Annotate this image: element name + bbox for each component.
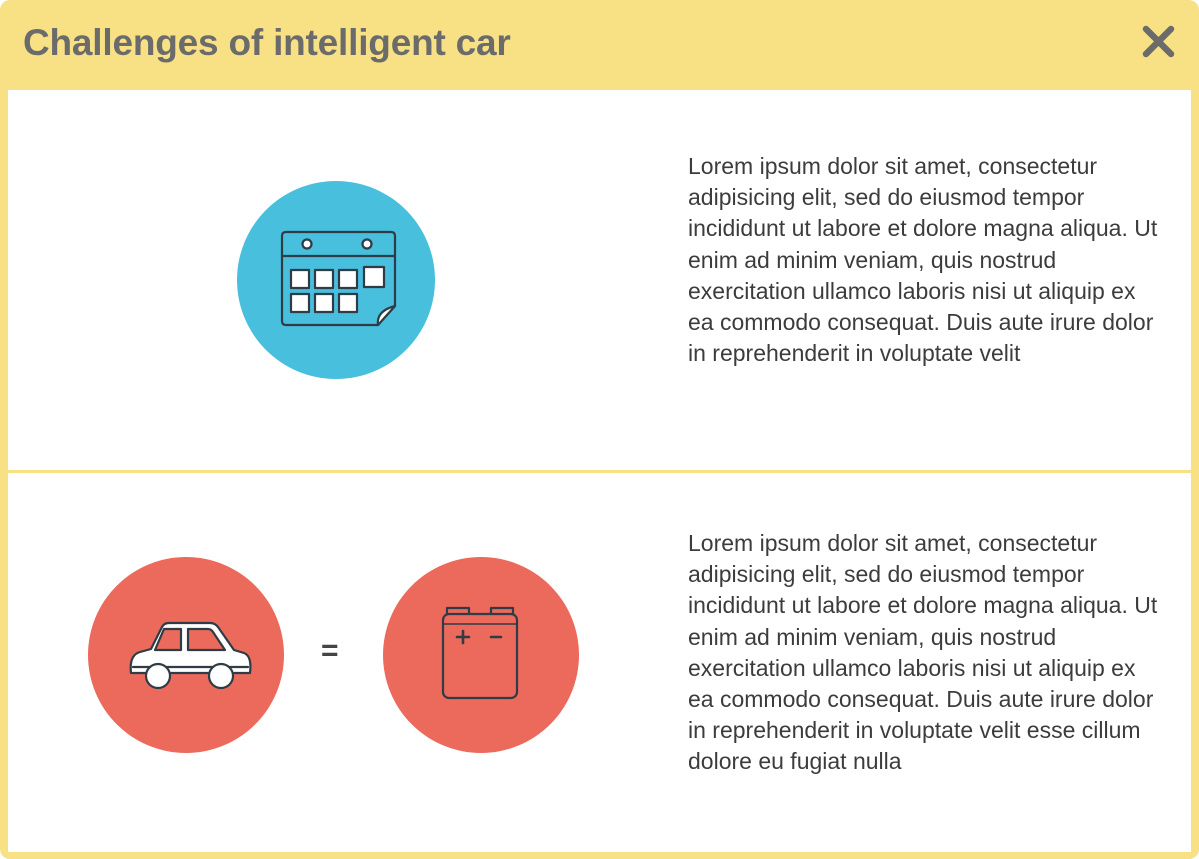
section-text: Lorem ipsum dolor sit amet, consectetur … <box>688 530 1158 775</box>
calendar-badge <box>237 181 435 379</box>
section-text: Lorem ipsum dolor sit amet, consectetur … <box>688 153 1158 367</box>
battery-icon <box>441 606 519 700</box>
dialog-body: Lorem ipsum dolor sit amet, consectetur … <box>8 90 1191 852</box>
car-badge <box>88 557 284 753</box>
close-button[interactable] <box>1138 22 1178 62</box>
calendar-icon <box>280 230 397 327</box>
dialog-header: Challenges of intelligent car <box>0 0 1199 90</box>
section-divider <box>8 470 1191 473</box>
dialog-title: Challenges of intelligent car <box>23 22 511 63</box>
equals-sign: = <box>321 634 339 667</box>
section-calendar: Lorem ipsum dolor sit amet, consectetur … <box>8 90 1191 470</box>
battery-badge <box>383 557 579 753</box>
section-car-battery: = Lorem ipsum dolor sit amet, consectetu… <box>8 473 1191 852</box>
close-x-icon <box>1142 25 1175 58</box>
car-icon <box>129 621 252 690</box>
